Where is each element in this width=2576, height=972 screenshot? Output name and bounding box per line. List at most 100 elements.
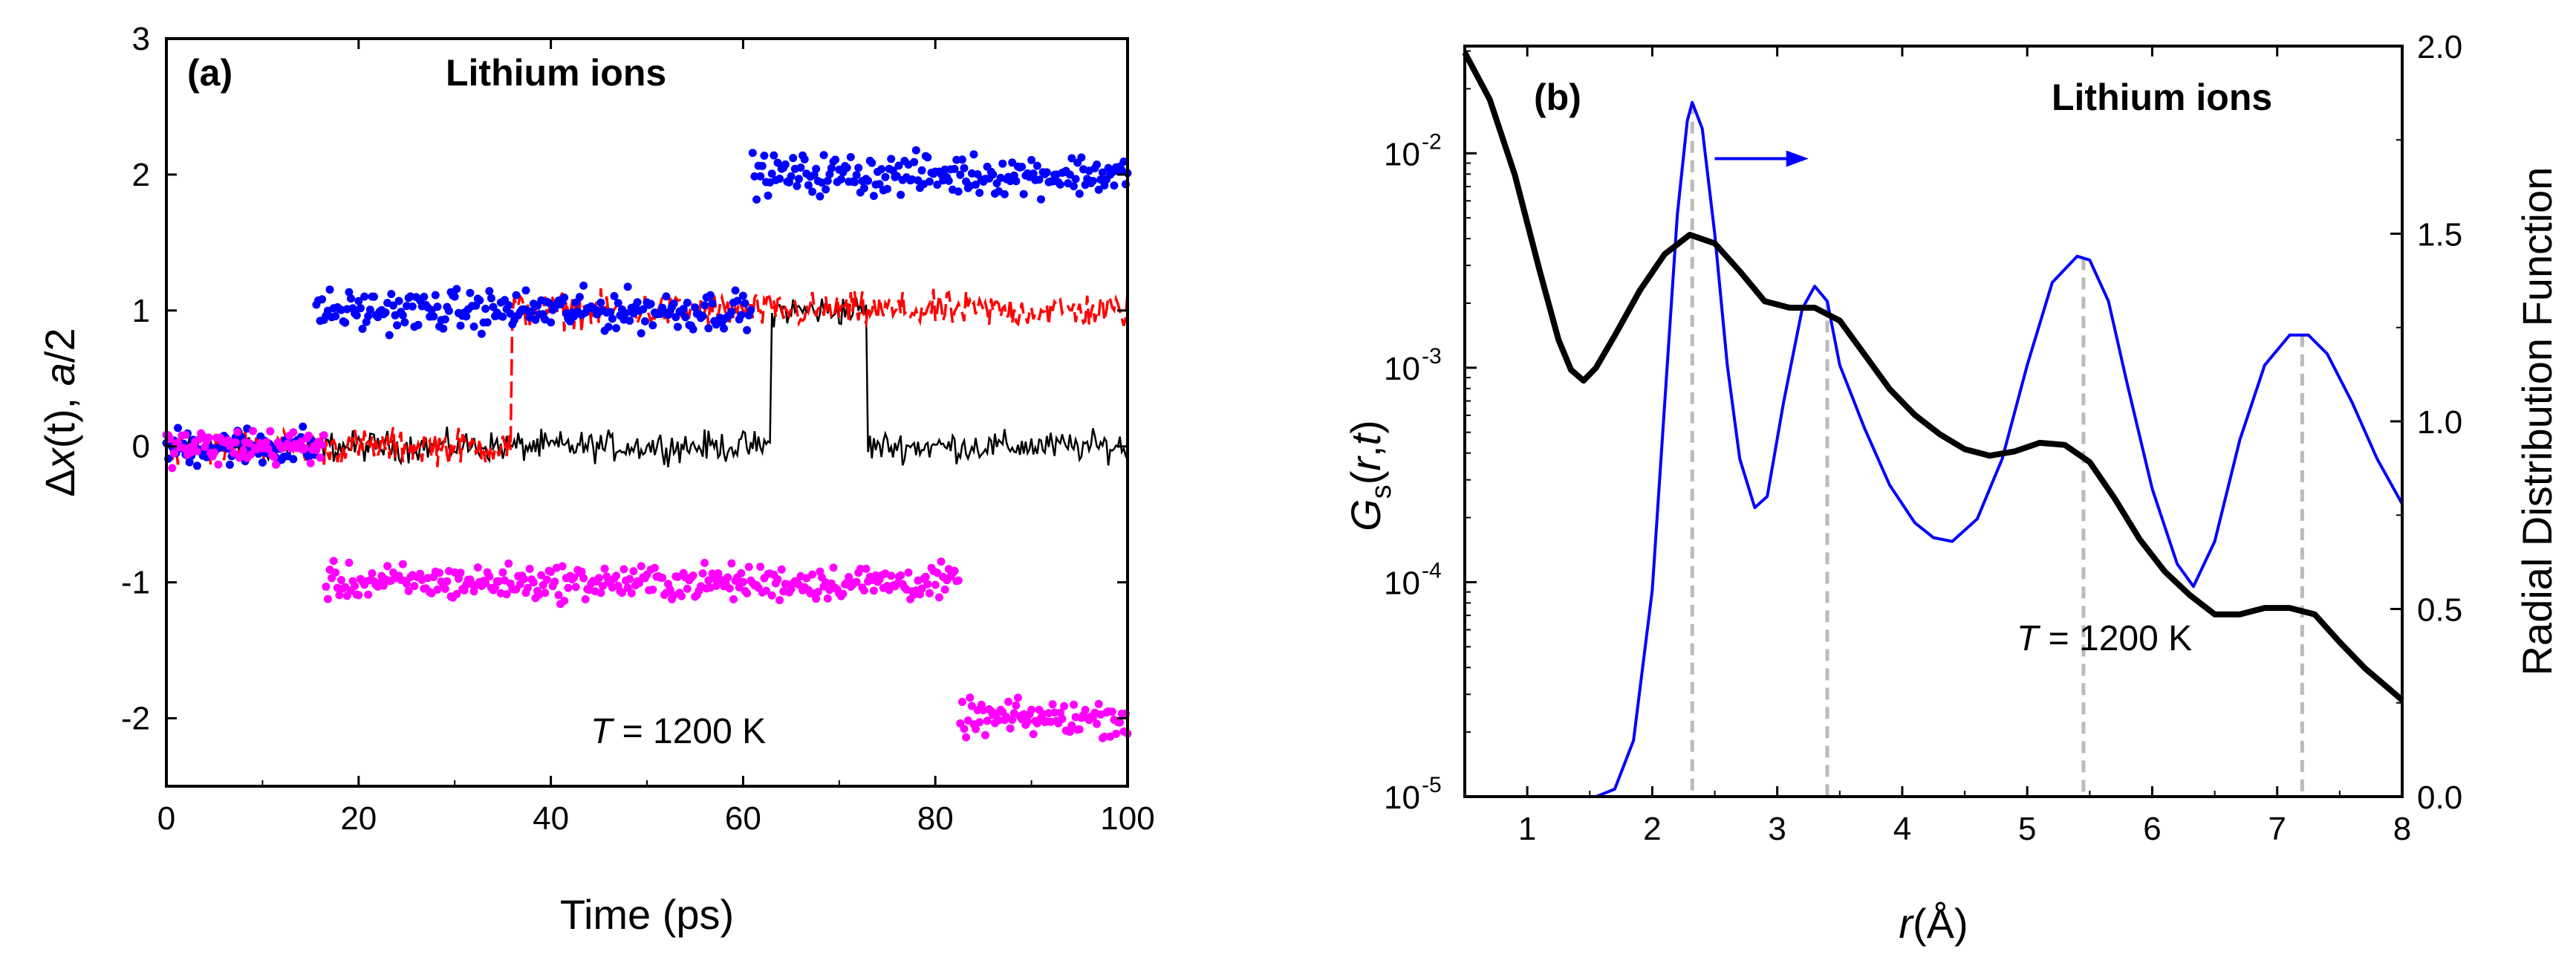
point-blue (1075, 189, 1084, 198)
point-blue (512, 291, 521, 299)
point-blue (914, 176, 923, 185)
point-magenta (683, 584, 692, 593)
panel-b-xtick-label: 4 (1893, 811, 1911, 847)
point-blue (752, 195, 761, 204)
point-blue (972, 181, 980, 189)
point-magenta (1108, 707, 1116, 716)
point-blue (822, 185, 830, 194)
panel-b-ytick-left-exponent: -3 (1422, 344, 1442, 369)
point-blue (800, 155, 809, 163)
panel-b-title: Lithium ions (2052, 77, 2272, 118)
point-magenta (550, 577, 559, 586)
point-magenta (839, 589, 848, 598)
point-magenta (571, 583, 580, 592)
point-magenta (231, 438, 240, 447)
panel-b-series (1462, 51, 2404, 798)
point-blue (625, 317, 634, 325)
point-magenta (289, 428, 298, 437)
point-blue (816, 192, 824, 201)
point-magenta (723, 573, 732, 582)
point-blue (345, 288, 354, 297)
point-blue (483, 318, 492, 327)
point-blue (795, 175, 803, 184)
point-magenta (677, 592, 686, 600)
point-blue (998, 159, 1007, 168)
point-magenta (802, 574, 811, 583)
panel-b-annotation: T = 1200 K (2017, 619, 2192, 658)
point-blue (1032, 161, 1041, 170)
point-blue (1037, 195, 1045, 204)
point-magenta (1060, 702, 1069, 710)
panel-a-ytick-label: 0 (132, 429, 150, 465)
point-magenta (351, 582, 360, 590)
point-blue (671, 313, 680, 322)
panel-b-ytick-right-label: 1.5 (2417, 217, 2462, 253)
panel-a-xlabel: Time (ps) (560, 891, 734, 938)
point-blue (365, 305, 374, 314)
panel-a-xtick-label: 100 (1100, 800, 1154, 837)
point-blue (911, 146, 920, 155)
point-blue (748, 149, 757, 158)
point-magenta (923, 580, 932, 589)
panel-b-ytick-left-label: 10 (1384, 351, 1420, 387)
point-blue (819, 151, 828, 160)
point-magenta (619, 565, 628, 574)
point-magenta (897, 571, 905, 580)
panel-b-ylabel-right: Radial Distribution Function (2514, 167, 2560, 676)
point-blue (608, 314, 617, 323)
point-blue (469, 323, 478, 331)
point-blue (846, 152, 855, 161)
point-magenta (316, 453, 325, 462)
point-magenta (892, 580, 901, 589)
point-blue (544, 299, 553, 307)
point-blue (756, 172, 765, 181)
point-blue (637, 329, 645, 337)
point-blue (1019, 189, 1028, 198)
point-blue (341, 318, 350, 327)
panel-a-ytick-label: 2 (132, 157, 150, 193)
series-blue (162, 146, 1132, 470)
point-blue (796, 163, 805, 172)
point-blue (444, 306, 453, 315)
point-magenta (398, 560, 407, 568)
point-blue (781, 160, 790, 169)
point-magenta (744, 563, 753, 571)
point-magenta (335, 591, 344, 600)
point-magenta (266, 427, 275, 435)
point-blue (393, 321, 402, 330)
point-blue (633, 298, 642, 307)
point-magenta (596, 589, 605, 597)
point-magenta (1050, 708, 1059, 717)
line-black (165, 297, 1129, 467)
point-magenta (773, 575, 782, 584)
panel-a-xtick-label: 40 (533, 800, 569, 837)
point-magenta (629, 567, 638, 576)
point-blue (398, 311, 407, 320)
point-blue (358, 325, 367, 333)
point-blue (737, 311, 746, 320)
point-magenta (192, 447, 201, 456)
point-blue (1096, 175, 1105, 184)
point-blue (1094, 185, 1103, 194)
point-magenta (169, 449, 178, 458)
point-blue (1056, 180, 1064, 189)
point-magenta (529, 578, 538, 587)
point-magenta (379, 581, 388, 590)
point-magenta (625, 574, 634, 583)
point-magenta (579, 574, 588, 583)
point-blue (760, 152, 769, 160)
series-red (165, 288, 1129, 467)
point-blue (1065, 170, 1074, 179)
point-magenta (937, 557, 946, 566)
point-blue (852, 171, 861, 180)
point-magenta (564, 583, 573, 592)
point-blue (673, 323, 682, 331)
point-blue (325, 285, 334, 294)
point-blue (462, 312, 471, 321)
panel-a-xtick-label: 0 (157, 800, 175, 837)
point-magenta (775, 596, 784, 605)
point-blue (738, 291, 747, 300)
point-magenta (204, 433, 213, 442)
panel-a-annotation: T = 1200 K (591, 712, 766, 751)
point-magenta (1070, 700, 1078, 709)
